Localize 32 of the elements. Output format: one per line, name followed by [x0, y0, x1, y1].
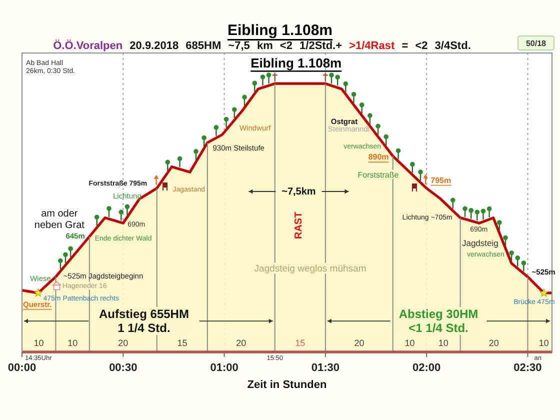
annotation: 20	[118, 338, 128, 348]
x-tick-label: 00:00	[8, 362, 36, 374]
annotation: ~7,5km	[282, 186, 316, 197]
x-tick-label: 02:00	[412, 362, 441, 374]
annotation: 10	[438, 338, 448, 348]
x-tick-label: 02:30	[514, 362, 542, 374]
annotation: 20	[488, 338, 499, 348]
annotation: 20	[236, 338, 246, 348]
x-axis-title: Zeit in Stunden	[247, 379, 327, 391]
annotation: am oder neben Grat	[34, 208, 85, 230]
annotation: Jagdsteig weglos mühsam	[254, 262, 366, 274]
annotation: 890m	[368, 152, 389, 162]
text: 50/18	[526, 38, 547, 48]
annotation: 10	[404, 338, 415, 348]
annotation: Abstieg 30HM <1 1/4 Std.	[398, 307, 478, 335]
annotation: 10	[34, 338, 44, 348]
x-tick-label: 01:30	[311, 362, 340, 374]
x-tick-label: 01:00	[210, 362, 238, 374]
annotation: 10	[538, 338, 549, 348]
x-tick-label: 00:30	[109, 362, 138, 374]
annotation: RAST	[293, 212, 304, 240]
annotation: 15	[177, 338, 188, 348]
annotation: Jagdsteig	[462, 238, 499, 248]
text: Ö.Ö.Voralpen 20.9.2018 685HM ~7,5 km <2 1/2Std.+ >1/4Rast = <2 3/4Std.	[53, 40, 471, 52]
annotation: 15	[295, 338, 306, 348]
annotation: 20	[354, 338, 364, 348]
chart-title: Eibling 1.108m	[227, 22, 333, 38]
annotation: Aufstieg 655HM 1 1/4 Std.	[98, 307, 189, 335]
annotation: 10	[68, 338, 78, 348]
text: Eibling 1.108m	[250, 55, 342, 70]
annotation: 795m	[430, 175, 452, 184]
annotation: Forststraße	[358, 170, 400, 179]
